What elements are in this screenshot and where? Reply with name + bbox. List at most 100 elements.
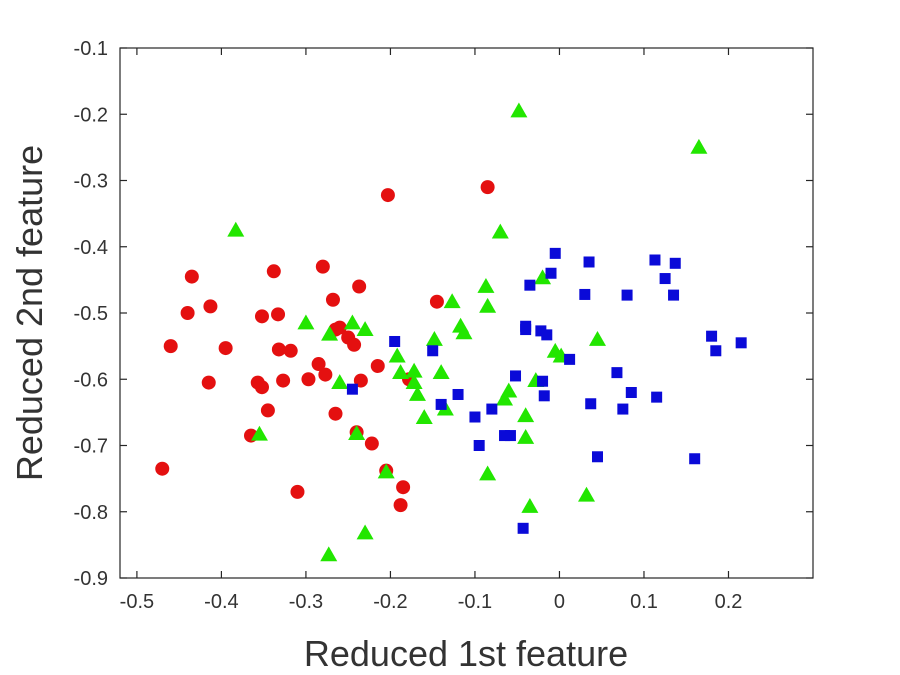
- triangle-point: [320, 546, 338, 562]
- triangle-point: [321, 325, 339, 341]
- circle-point: [271, 307, 286, 322]
- square-point: [504, 430, 516, 442]
- data-points: [155, 102, 747, 562]
- circle-point: [429, 294, 444, 309]
- circle-point: [315, 259, 330, 274]
- square-point: [583, 256, 595, 268]
- circle-point: [201, 375, 216, 390]
- circle-point: [283, 343, 298, 358]
- triangle-point: [343, 314, 361, 330]
- y-tick-label: -0.3: [74, 171, 108, 193]
- plot-area: [119, 47, 814, 579]
- square-point: [538, 390, 550, 402]
- triangle-point: [331, 374, 349, 389]
- circle-point: [332, 320, 347, 335]
- square-point: [535, 325, 547, 337]
- y-tick-label: -0.2: [74, 104, 108, 126]
- triangle-point: [500, 382, 518, 398]
- circle-point: [155, 461, 170, 476]
- triangle-point: [690, 138, 708, 154]
- circle-point: [393, 498, 408, 513]
- triangle-point: [432, 364, 450, 379]
- square-point: [625, 387, 637, 398]
- circle-point: [318, 367, 333, 382]
- circle-point: [276, 373, 291, 388]
- circle-point: [218, 341, 233, 356]
- square-point: [346, 383, 358, 395]
- square-point: [499, 430, 511, 442]
- triangle-point: [415, 409, 433, 425]
- triangle-point: [491, 223, 509, 239]
- square-point: [710, 345, 722, 357]
- y-tick-label: -0.7: [74, 436, 108, 458]
- square-point: [435, 398, 447, 410]
- square-point: [520, 324, 532, 336]
- square-point: [649, 254, 661, 266]
- triangle-point: [408, 385, 426, 401]
- square-point: [659, 273, 671, 285]
- circle-point: [184, 269, 199, 284]
- circle-point: [254, 380, 269, 395]
- square-point: [669, 257, 681, 269]
- square-point: [389, 335, 401, 347]
- triangle-point: [443, 293, 461, 309]
- triangle-point: [227, 221, 245, 237]
- x-tick-label: -0.3: [289, 591, 323, 613]
- x-tick-label: 0: [554, 591, 565, 613]
- triangle-point: [455, 324, 473, 340]
- square-point: [735, 337, 747, 349]
- triangle-point: [348, 425, 366, 440]
- square-point: [579, 288, 591, 300]
- triangle-point: [479, 465, 497, 481]
- y-axis-label: Reduced 2nd feature: [9, 145, 50, 481]
- circle-point: [180, 306, 195, 320]
- square-point: [651, 391, 663, 403]
- y-tick-label: -0.9: [74, 568, 108, 590]
- square-point: [473, 440, 485, 451]
- circle-point: [311, 357, 326, 372]
- square-point: [564, 353, 576, 365]
- triangle-point: [405, 362, 423, 378]
- square-point: [537, 375, 549, 387]
- y-tick-label: -0.6: [74, 369, 108, 391]
- y-tick-label: -0.8: [74, 502, 108, 524]
- x-tick-label: -0.2: [373, 591, 407, 613]
- circle-point: [364, 436, 379, 451]
- x-tick-label: 0.1: [630, 591, 658, 613]
- square-point: [585, 398, 597, 410]
- square-point: [469, 411, 481, 423]
- triangle-point: [377, 463, 395, 479]
- circle-point: [328, 406, 343, 421]
- triangle-point: [477, 278, 495, 293]
- triangle-point: [517, 429, 535, 444]
- square-point: [524, 279, 536, 291]
- triangle-point: [578, 486, 596, 502]
- square-point: [452, 388, 464, 400]
- circle-point: [163, 339, 178, 354]
- triangle-point: [392, 364, 410, 379]
- square-point: [486, 403, 498, 415]
- y-tick-label: -0.4: [74, 237, 108, 259]
- circle-point: [380, 188, 395, 203]
- circle-point: [203, 299, 218, 314]
- circle-point: [260, 403, 275, 418]
- square-point: [591, 451, 603, 463]
- square-point: [517, 522, 529, 534]
- circle-point: [271, 342, 286, 357]
- square-point: [427, 345, 439, 357]
- square-point: [621, 289, 633, 301]
- circle-point: [352, 279, 367, 294]
- x-tick-label: 0.2: [715, 591, 743, 613]
- square-point: [611, 367, 623, 379]
- circle-point: [396, 480, 411, 495]
- triangle-point: [250, 425, 268, 441]
- square-point: [668, 289, 680, 301]
- square-point: [545, 267, 557, 279]
- triangle-point: [479, 297, 497, 313]
- square-point: [689, 453, 701, 465]
- square-point: [510, 370, 522, 382]
- triangle-point: [588, 331, 606, 346]
- circle-point: [301, 372, 316, 387]
- circle-point: [370, 359, 385, 373]
